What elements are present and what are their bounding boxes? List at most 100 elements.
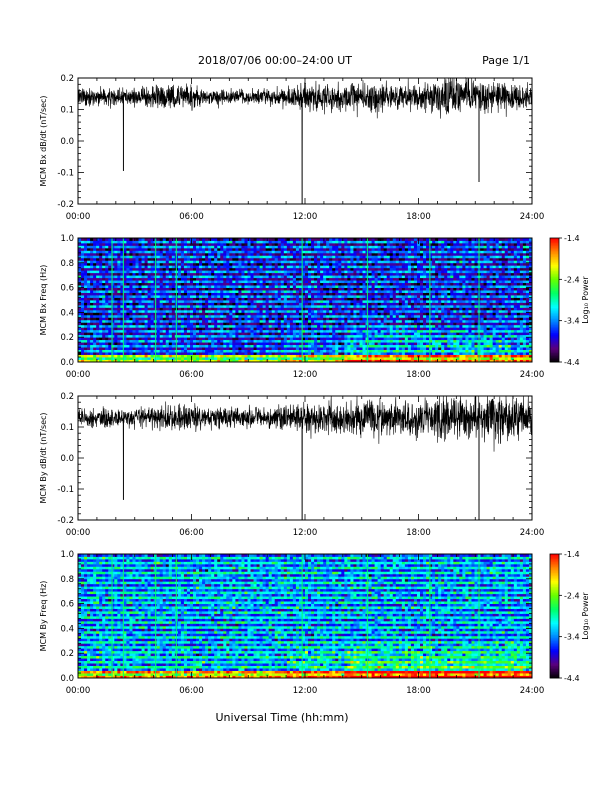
spectrogram-cell	[135, 260, 139, 264]
spectrogram-cell	[193, 337, 197, 341]
spectrogram-cell	[308, 309, 312, 313]
spectrogram-cell	[220, 302, 224, 306]
spectrogram-cell	[344, 300, 348, 303]
spectrogram-cell	[96, 267, 100, 271]
spectrogram-cell	[144, 297, 149, 301]
spectrogram-cell	[368, 260, 372, 264]
spectrogram-cell	[81, 245, 85, 249]
spectrogram-cell	[359, 292, 363, 296]
spectrogram-cell	[223, 265, 227, 269]
spectrogram-cell	[193, 277, 197, 281]
spectrogram-cell	[126, 324, 130, 328]
spectrogram-cell	[229, 297, 233, 301]
spectrogram-cell	[232, 317, 236, 321]
spectrogram-cell	[93, 354, 97, 358]
spectrogram-cell	[211, 324, 215, 328]
spectrogram-cell	[144, 270, 149, 274]
spectrogram-cell	[259, 317, 264, 321]
spectrogram-cell	[262, 324, 267, 328]
spectrogram-cell	[229, 334, 233, 338]
spectrogram-cell	[244, 324, 248, 328]
spectrogram-cell	[323, 265, 327, 269]
spectrogram-cell	[350, 240, 354, 244]
spectrogram-cell	[301, 260, 306, 264]
spectrogram-cell	[132, 267, 136, 271]
spectrogram-cell	[356, 352, 360, 355]
spectrogram-cell	[356, 357, 360, 360]
spectrogram-cell	[295, 247, 300, 251]
spectrogram-cell	[165, 300, 170, 303]
spectrogram-cell	[189, 307, 194, 311]
spectrogram-cell	[368, 255, 372, 259]
spectrogram-cell	[123, 344, 127, 348]
spectrogram-cell	[211, 280, 215, 284]
spectrogram-cell	[138, 309, 142, 313]
spectrogram-cell	[256, 267, 260, 271]
spectrogram-cell	[371, 307, 376, 311]
spectrogram-cell	[250, 349, 254, 353]
spectrogram-cell	[280, 342, 285, 346]
spectrogram-cell	[335, 332, 339, 336]
spectrogram-cell	[147, 247, 152, 251]
spectrogram-cell	[111, 332, 115, 336]
spectrogram-cell	[332, 290, 336, 293]
spectrogram-cell	[256, 359, 260, 363]
spectrogram-cell	[295, 238, 300, 241]
spectrogram-cell	[129, 297, 133, 301]
spectrogram-cell	[308, 317, 312, 321]
spectrogram-cell	[341, 302, 345, 306]
spectrogram-cell	[147, 255, 152, 259]
spectrogram-cell	[241, 297, 245, 301]
spectrogram-cell	[326, 262, 330, 266]
spectrogram-cell	[108, 290, 112, 293]
spectrogram-cell	[256, 347, 260, 350]
spectrogram-cell	[238, 247, 242, 251]
spectrogram-cell	[147, 285, 152, 288]
spectrogram-cell	[305, 319, 309, 323]
spectrogram-cell	[202, 287, 206, 291]
spectrogram-cell	[78, 238, 82, 241]
spectrogram-cell	[223, 307, 227, 311]
spectrogram-cell	[159, 267, 164, 271]
spectrogram-cell	[147, 295, 152, 298]
spectrogram-cell	[171, 304, 176, 308]
spectrogram-cell	[217, 352, 221, 355]
spectrogram-cell	[241, 247, 245, 251]
spectrogram-cell	[256, 357, 260, 360]
spectrogram-cell	[289, 304, 294, 308]
spectrogram-cell	[208, 250, 212, 254]
spectrogram-cell	[171, 272, 176, 276]
spectrogram-cell	[93, 290, 97, 293]
spectrogram-cell	[317, 349, 321, 353]
spectrogram-cell	[211, 245, 215, 249]
spectrogram-cell	[326, 344, 330, 348]
spectrogram-cell	[235, 238, 239, 241]
spectrogram-cell	[253, 319, 257, 323]
spectrogram-cell	[353, 322, 357, 326]
spectrogram-cell	[247, 277, 251, 281]
spectrogram-cell	[96, 349, 100, 353]
spectrogram-cell	[353, 252, 357, 256]
spectrogram-cell	[117, 359, 121, 363]
spectrogram-cell	[162, 304, 167, 308]
spectrogram-cell	[84, 317, 88, 321]
spectrogram-cell	[180, 322, 185, 326]
spectrogram-cell	[368, 297, 372, 301]
spectrogram-cell	[90, 277, 94, 281]
spectrogram-cell	[90, 257, 94, 261]
spectrogram-cell	[111, 334, 115, 338]
spectrogram-cell	[271, 242, 276, 246]
spectrogram-cell	[308, 262, 312, 266]
spectrogram-cell	[289, 267, 294, 271]
spectrogram-cell	[120, 270, 124, 274]
spectrogram-cell	[81, 312, 85, 316]
spectrogram-cell	[126, 322, 130, 326]
spectrogram-cell	[262, 337, 267, 341]
spectrogram-cell	[295, 309, 300, 313]
spectrogram-cell	[347, 252, 351, 256]
spectrogram-cell	[90, 327, 94, 331]
spectrogram-cell	[329, 344, 333, 348]
spectrogram-cell	[323, 317, 327, 321]
spectrogram-cell	[277, 255, 282, 259]
spectrogram-cell	[93, 327, 97, 331]
